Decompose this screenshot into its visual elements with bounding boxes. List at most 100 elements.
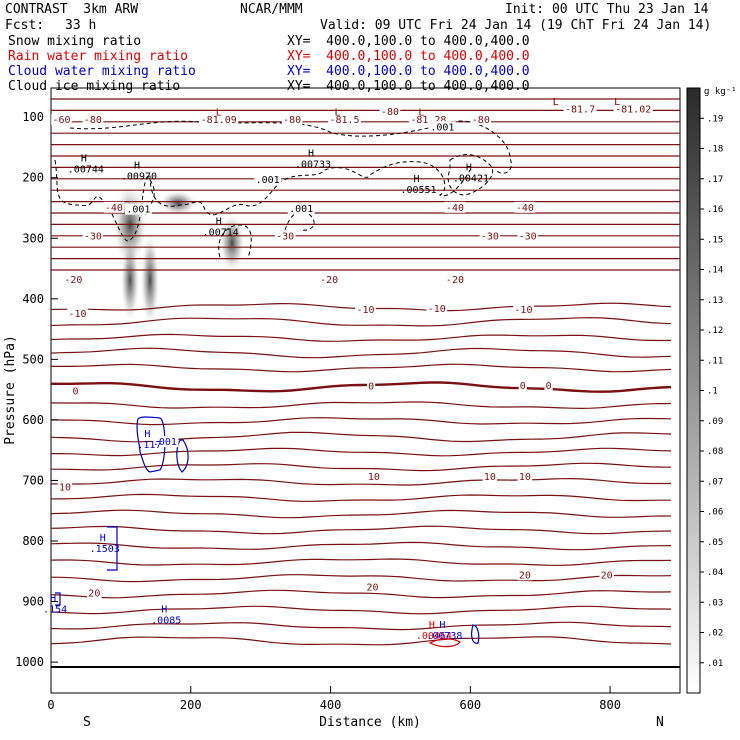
temperature-label-bg bbox=[517, 569, 533, 581]
ice-label: .001 bbox=[126, 205, 150, 216]
temperature-label: 10 bbox=[368, 472, 380, 483]
temperature-label-bg bbox=[365, 581, 380, 593]
maximum-marker: H bbox=[100, 533, 106, 544]
snow-shading bbox=[141, 235, 159, 325]
colorbar-tick-label: .05 bbox=[707, 538, 723, 548]
temperature-label-bg bbox=[366, 380, 376, 392]
temperature-label-bg bbox=[67, 307, 88, 319]
maximum-marker: H bbox=[161, 604, 167, 615]
isotherm-line bbox=[51, 462, 672, 472]
maximum-marker: H bbox=[144, 429, 150, 440]
y-tick-label: 200 bbox=[22, 171, 44, 185]
x-tick-label: 400 bbox=[320, 698, 342, 712]
colorbar-tick-label: .13 bbox=[707, 296, 723, 306]
isotherm-line bbox=[50, 347, 672, 359]
temperature-label: 10 bbox=[519, 472, 531, 483]
isotherm-line bbox=[50, 541, 672, 551]
cloud-water-contour bbox=[176, 439, 189, 473]
colorbar-tick-label: .16 bbox=[707, 205, 723, 215]
temperature-label: -10 bbox=[514, 305, 532, 316]
temperature-label-bg bbox=[514, 201, 536, 213]
temperature-label: 20 bbox=[88, 588, 100, 599]
temperature-label-bg bbox=[379, 106, 401, 118]
temperature-label-bg bbox=[518, 379, 527, 391]
maximum-marker: H bbox=[50, 594, 56, 605]
isotherm-line bbox=[50, 574, 672, 583]
temperature-label: -40 bbox=[516, 203, 534, 214]
isotherm-line bbox=[50, 509, 671, 519]
cloud-water-label: .001 bbox=[153, 437, 177, 448]
colorbar-tick-label: .03 bbox=[707, 598, 723, 608]
ice-label-bg bbox=[254, 173, 282, 185]
temperature-label: -81.5 bbox=[329, 115, 359, 126]
temperature-label-bg bbox=[599, 569, 614, 581]
maximum-marker: H bbox=[81, 153, 87, 164]
cloud-water-contour bbox=[136, 416, 166, 473]
temperature-label: -20 bbox=[64, 275, 82, 286]
y-tick-label: 500 bbox=[22, 352, 44, 366]
extremum-value: .00714 bbox=[203, 227, 239, 238]
legend-snow-xy: XY= 400.0,100.0 to 400.0,400.0 bbox=[287, 34, 530, 49]
colorbar-tick-label: .1 bbox=[707, 387, 718, 397]
colorbar-tick-label: .09 bbox=[707, 417, 723, 427]
temperature-label: -80 bbox=[381, 107, 399, 118]
isotherm-line bbox=[51, 363, 672, 373]
temperature-label-bg bbox=[470, 113, 492, 125]
colorbar bbox=[686, 87, 701, 694]
extremum-value: .00551 bbox=[400, 185, 436, 196]
colorbar-tick-label: .14 bbox=[707, 266, 723, 276]
isotherm-line bbox=[50, 558, 672, 566]
model-title: CONTRAST 3km ARW bbox=[5, 2, 139, 17]
temperature-label-bg bbox=[479, 230, 501, 242]
extremum-value: .00421 bbox=[453, 173, 489, 184]
temperature-label: -20 bbox=[446, 275, 464, 286]
temperature-label-bg bbox=[444, 273, 466, 285]
rain-water-contour bbox=[428, 638, 461, 648]
ice-label: .001 bbox=[256, 175, 280, 186]
organization: NCAR/MMM bbox=[240, 2, 303, 17]
y-tick-label: 600 bbox=[22, 413, 44, 427]
isotherm-line bbox=[50, 333, 672, 342]
temperature-label-bg bbox=[613, 103, 653, 115]
temperature-label: 0 bbox=[368, 381, 374, 392]
extremum-value: .00738 bbox=[426, 631, 462, 642]
temperature-label: -81.7 bbox=[565, 105, 595, 116]
temperature-label-bg bbox=[281, 113, 303, 125]
isotherm-line bbox=[50, 621, 672, 631]
fcst-label: Fcst: bbox=[5, 18, 45, 33]
legend-cloud-ice: Cloud ice mixing ratio bbox=[8, 79, 181, 94]
colorbar-tick-label: .04 bbox=[707, 568, 723, 578]
cloud-water-label-bg bbox=[151, 436, 179, 448]
x-tick-label: 200 bbox=[180, 698, 202, 712]
legend-snow: Snow mixing ratio bbox=[8, 34, 142, 49]
temperature-label-bg bbox=[71, 385, 80, 397]
temperature-label-bg bbox=[517, 230, 538, 242]
temperature-label-bg bbox=[426, 302, 448, 314]
temperature-label: -80 bbox=[472, 115, 490, 126]
plot-frame bbox=[50, 87, 681, 694]
temperature-label: 10 bbox=[59, 483, 71, 494]
temperature-label-bg bbox=[563, 103, 597, 115]
isotherm-line bbox=[50, 401, 672, 410]
temperature-contours bbox=[50, 302, 672, 646]
x-tick-label: 0 bbox=[47, 698, 54, 712]
temperature-label-bg bbox=[544, 379, 553, 391]
ice-label: .001 bbox=[289, 204, 313, 215]
temperature-label: -20 bbox=[320, 275, 338, 286]
cloud-water-contour bbox=[107, 526, 118, 571]
ice-label: .001 bbox=[430, 122, 454, 133]
maximum-marker: H bbox=[414, 174, 420, 185]
south-label: S bbox=[83, 715, 91, 730]
minimum-marker: L bbox=[216, 107, 222, 118]
y-tick-label: 300 bbox=[22, 231, 44, 245]
temperature-label: -30 bbox=[481, 231, 499, 242]
y-axis-title: Pressure (hPa) bbox=[3, 335, 18, 445]
upper-temperature-lines bbox=[51, 98, 680, 271]
cloud-water-contours bbox=[55, 416, 480, 644]
temperature-label: -30 bbox=[519, 231, 537, 242]
temperature-label-bg bbox=[513, 304, 534, 316]
isotherm-line bbox=[51, 381, 672, 393]
snow-shading bbox=[220, 215, 244, 271]
colorbar-tick-label: .01 bbox=[707, 659, 723, 669]
